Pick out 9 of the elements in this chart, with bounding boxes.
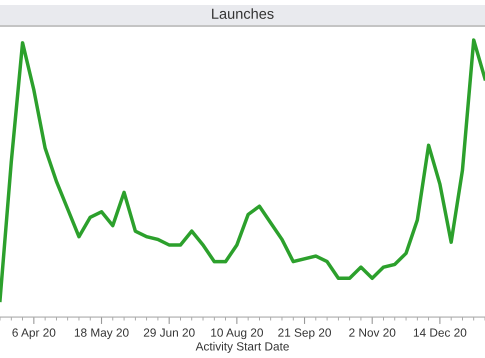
x-tick-label: 6 Apr 20 — [12, 328, 56, 340]
chart-title: Launches — [212, 8, 274, 19]
x-tick-label: 10 Aug 20 — [211, 328, 263, 340]
x-tick-label: 21 Sep 20 — [278, 328, 331, 340]
x-axis-title: Activity Start Date — [196, 342, 289, 353]
x-tick-label: 14 Dec 20 — [414, 328, 466, 337]
x-tick-label: 2 Nov 20 — [349, 328, 396, 337]
x-tick-label: 29 Jun 20 — [144, 328, 195, 337]
x-tick-label: 18 May 20 — [74, 328, 129, 340]
